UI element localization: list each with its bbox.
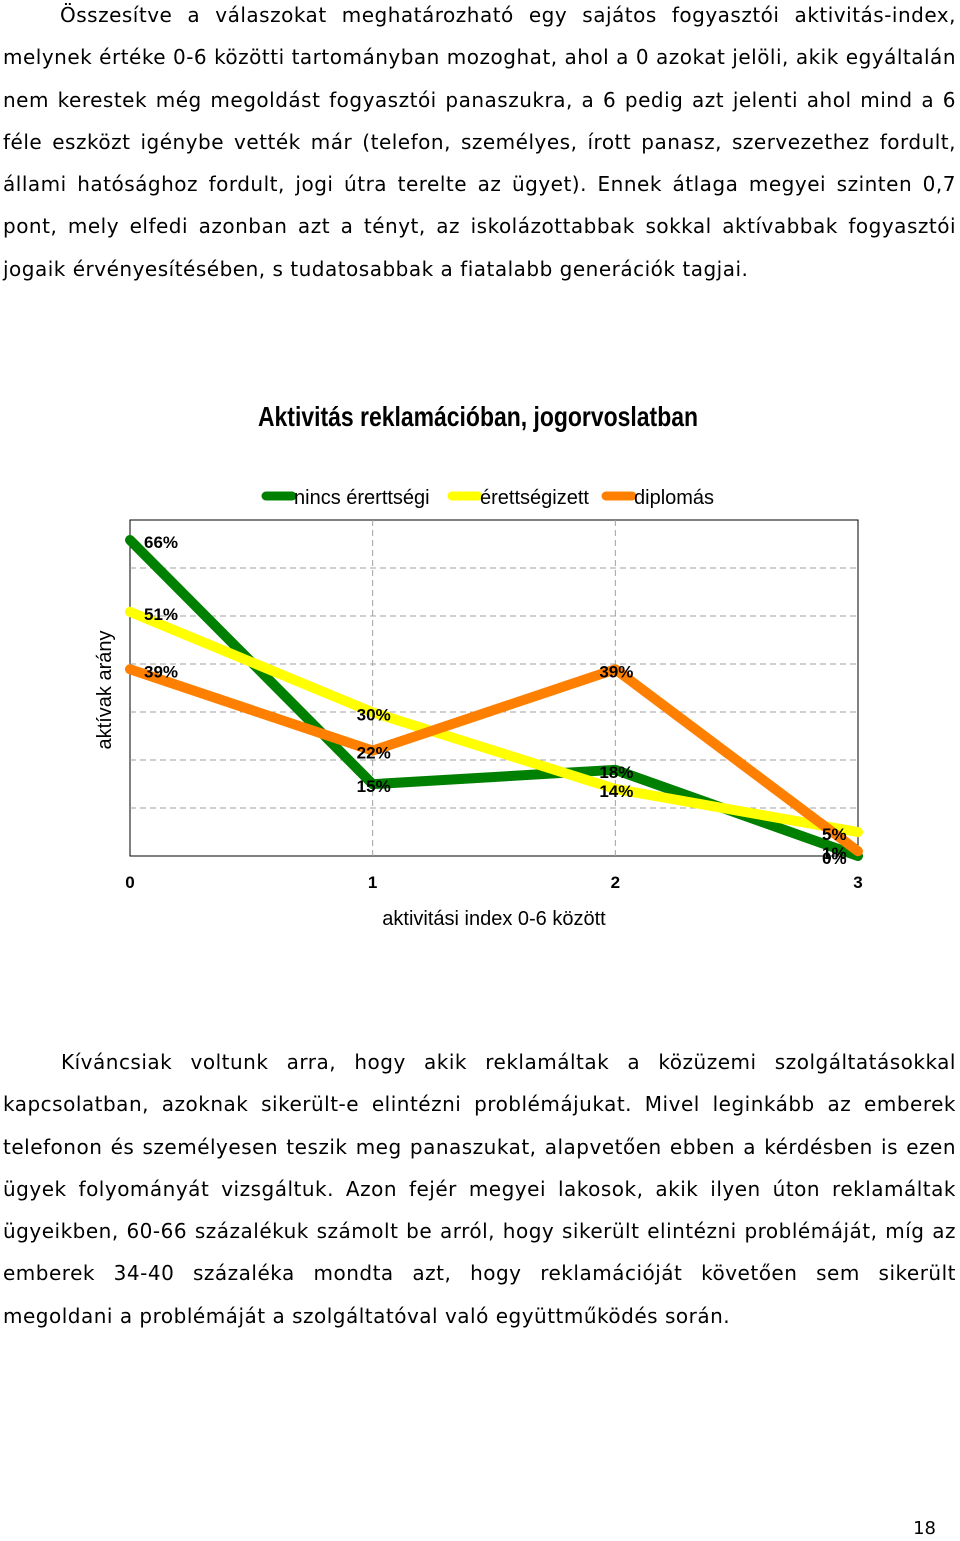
data-label: 39% [599, 662, 633, 681]
series-line [125, 664, 863, 857]
legend-entry: diplomás [634, 487, 714, 509]
x-tick-label: 1 [368, 873, 377, 892]
data-label: 66% [144, 533, 178, 552]
data-label: 30% [357, 705, 391, 724]
data-label: 14% [599, 782, 633, 801]
legend-entry: érettségizett [480, 487, 589, 509]
data-label: 18% [599, 763, 633, 782]
page-number: 18 [913, 1518, 936, 1539]
x-tick-label: 3 [853, 873, 862, 892]
line-chart: Aktivitás reklamációban, jogorvoslatban … [94, 402, 863, 930]
chart-legend: nincs érerttségi érettségizett diplomás [261, 487, 714, 509]
paragraph-intro: Összesítve a válaszokat meghatározható e… [3, 3, 956, 281]
x-tick-label: 0 [125, 873, 134, 892]
data-label: 39% [144, 662, 178, 681]
series-lines [125, 535, 863, 861]
x-axis-label: aktivitási index 0-6 között [382, 908, 606, 930]
y-axis-label: aktívak arány [94, 631, 116, 750]
series-line [125, 606, 863, 838]
data-label: 22% [357, 744, 391, 763]
data-label: 5% [822, 825, 847, 844]
data-label: 1% [822, 844, 847, 863]
data-label: 15% [357, 777, 391, 796]
plot-area [129, 519, 859, 857]
data-label: 0% [822, 849, 847, 868]
data-label: 51% [144, 605, 178, 624]
data-labels: 66% 15% 18% 0% 51% 30% 14% 5% 39% 22% 39% 1% [144, 533, 847, 868]
paragraph-complaints: Kíváncsiak voltunk arra, hogy akik rekla… [3, 1050, 956, 1328]
x-tick-label: 2 [611, 873, 620, 892]
legend-entry: nincs érerttségi [294, 487, 430, 509]
x-axis-ticks: 0 1 2 3 [125, 873, 862, 892]
chart-title: Aktivitás reklamációban, jogorvoslatban [258, 402, 698, 433]
